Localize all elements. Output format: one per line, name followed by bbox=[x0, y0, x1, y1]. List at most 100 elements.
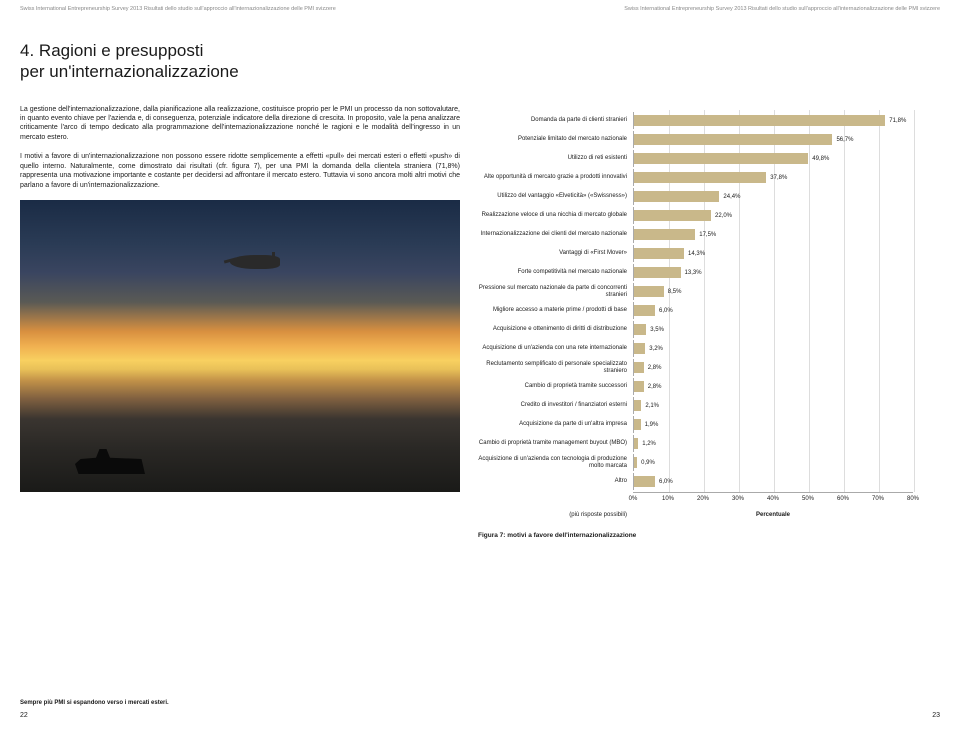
section-title-l2: per un'internazionalizzazione bbox=[20, 62, 239, 81]
chart-row: Utilizzo del vantaggio «Elveticità» («Sw… bbox=[478, 188, 938, 205]
ship-silhouette bbox=[75, 449, 145, 474]
chart-row: Acquisizione e ottenimento di diritti di… bbox=[478, 321, 938, 338]
chart-barzone: 24,4% bbox=[633, 188, 913, 205]
chart-barzone: 17,5% bbox=[633, 226, 913, 243]
chart-barzone: 3,2% bbox=[633, 340, 913, 357]
page-right: 23 bbox=[932, 712, 940, 719]
chart-row: Internazionalizzazione dei clienti del m… bbox=[478, 226, 938, 243]
chart-row: Domanda da parte di clienti stranieri 71,… bbox=[478, 112, 938, 129]
chart-bar-label: Utilizzo del vantaggio «Elveticità» («Sw… bbox=[478, 193, 633, 200]
section-number: 4. bbox=[20, 41, 34, 60]
chart-row: Altro6,0% bbox=[478, 473, 938, 490]
chart-barzone: 22,0% bbox=[633, 207, 913, 224]
chart-row: Reclutamento semplificato di personale s… bbox=[478, 359, 938, 376]
chart-barzone: 13,3% bbox=[633, 264, 913, 281]
chart-bar-value: 49,8% bbox=[808, 156, 829, 162]
bar-chart: Domanda da parte di clienti stranieri 71,… bbox=[478, 112, 938, 490]
chart-bar-label: Cambio di proprietà tramite management b… bbox=[478, 440, 633, 447]
chart-barzone: 37,8% bbox=[633, 169, 913, 186]
left-column: 4. Ragioni e presupposti per un'internaz… bbox=[20, 12, 460, 539]
running-header: Swiss International Entrepreneurship Sur… bbox=[0, 0, 960, 12]
chart-row: Pressione sul mercato nazionale da parte… bbox=[478, 283, 938, 300]
chart-note: (più risposte possibili) bbox=[478, 512, 633, 518]
chart-bar: 1,9% bbox=[634, 419, 641, 430]
chart-row: Vantaggi di «First Mover»14,3% bbox=[478, 245, 938, 262]
chart-bar-label: Reclutamento semplificato di personale s… bbox=[478, 361, 633, 374]
chart-row: Acquisizione da parte di un'altra impres… bbox=[478, 416, 938, 433]
chart-tick: 70% bbox=[872, 496, 884, 502]
chart-bar-label: Acquisizione e ottenimento di diritti di… bbox=[478, 326, 633, 333]
paragraph-2: I motivi a favore di un'internazionalizz… bbox=[20, 152, 460, 190]
chart-barzone: 2,8% bbox=[633, 378, 913, 395]
chart-tick: 60% bbox=[837, 496, 849, 502]
chart-bar-label: Domanda da parte di clienti stranieri bbox=[478, 117, 633, 124]
chart-row: Forte competitività nel mercato nazional… bbox=[478, 264, 938, 281]
chart-bar: 6,0% bbox=[634, 305, 655, 316]
chart-bar-label: Migliore accesso a materie prime / prodo… bbox=[478, 307, 633, 314]
chart-bar-label: Acquisizione di un'azienda con una rete … bbox=[478, 345, 633, 352]
chart-barzone: 6,0% bbox=[633, 302, 913, 319]
chart-x-axis: 0%10%20%30%40%50%60%70%80% bbox=[633, 492, 913, 510]
chart-bar: 2,8% bbox=[634, 381, 644, 392]
right-column: Domanda da parte di clienti stranieri 71,… bbox=[478, 12, 938, 539]
chart-barzone: 71,8% bbox=[633, 112, 913, 129]
chart-tick: 50% bbox=[802, 496, 814, 502]
chart-bar-label: Pressione sul mercato nazionale da parte… bbox=[478, 285, 633, 298]
chart-tick: 30% bbox=[732, 496, 744, 502]
section-title-l1: Ragioni e presupposti bbox=[39, 41, 203, 60]
chart-bar: 2,1% bbox=[634, 400, 641, 411]
chart-bar-value: 1,9% bbox=[641, 422, 659, 428]
chart-bar-value: 2,1% bbox=[641, 403, 659, 409]
chart-bar-label: Vantaggi di «First Mover» bbox=[478, 250, 633, 257]
chart-barzone: 2,1% bbox=[633, 397, 913, 414]
chart-barzone: 14,3% bbox=[633, 245, 913, 262]
chart-tick: 80% bbox=[907, 496, 919, 502]
chart-bar: 3,5% bbox=[634, 324, 646, 335]
chart-bar: 37,8% bbox=[634, 172, 766, 183]
chart-bar-value: 8,5% bbox=[664, 289, 682, 295]
chart-barzone: 56,7% bbox=[633, 131, 913, 148]
chart-bar-value: 37,8% bbox=[766, 175, 787, 181]
chart-barzone: 1,9% bbox=[633, 416, 913, 433]
chart-bar-value: 56,7% bbox=[832, 137, 853, 143]
chart-row: Cambio di proprietà tramite management b… bbox=[478, 435, 938, 452]
chart-bar-value: 24,4% bbox=[719, 194, 740, 200]
chart-row: Acquisizione di un'azienda con tecnologi… bbox=[478, 454, 938, 471]
chart-bar: 0,9% bbox=[634, 457, 637, 468]
chart-tick: 10% bbox=[662, 496, 674, 502]
page-footer: Sempre più PMI si espandono verso i merc… bbox=[20, 700, 940, 719]
chart-row: Acquisizione di un'azienda con una rete … bbox=[478, 340, 938, 357]
chart-bar-label: Internazionalizzazione dei clienti del m… bbox=[478, 231, 633, 238]
chart-bar-value: 3,5% bbox=[646, 327, 664, 333]
chart-bar: 8,5% bbox=[634, 286, 664, 297]
chart-barzone: 3,5% bbox=[633, 321, 913, 338]
footer-caption: Sempre più PMI si espandono verso i merc… bbox=[20, 700, 940, 706]
chart-bar: 24,4% bbox=[634, 191, 719, 202]
main-content: 4. Ragioni e presupposti per un'internaz… bbox=[0, 12, 960, 539]
chart-bar-label: Forte competitività nel mercato nazional… bbox=[478, 269, 633, 276]
chart-bar-value: 13,3% bbox=[681, 270, 702, 276]
chart-bar-value: 17,5% bbox=[695, 232, 716, 238]
chart-barzone: 2,8% bbox=[633, 359, 913, 376]
chart-row: Credito di investitori / finanziatori es… bbox=[478, 397, 938, 414]
chart-bar: 3,2% bbox=[634, 343, 645, 354]
chart-bar-value: 71,8% bbox=[885, 118, 906, 124]
chart-xlabel: Percentuale bbox=[633, 512, 913, 518]
chart-bar-label: Acquisizione da parte di un'altra impres… bbox=[478, 421, 633, 428]
section-title: 4. Ragioni e presupposti per un'internaz… bbox=[20, 40, 460, 83]
chart-bar-label: Realizzazione veloce di una nicchia di m… bbox=[478, 212, 633, 219]
chart-bar-value: 0,9% bbox=[637, 460, 655, 466]
chart-row: Potenziale limitato del mercato nazional… bbox=[478, 131, 938, 148]
chart-tick: 40% bbox=[767, 496, 779, 502]
chart-bar-value: 6,0% bbox=[655, 308, 673, 314]
chart-caption: Figura 7: motivi a favore dell'internazi… bbox=[478, 532, 938, 539]
chart-barzone: 8,5% bbox=[633, 283, 913, 300]
chart-row: Alte opportunità di mercato grazie a pro… bbox=[478, 169, 938, 186]
chart-bar-value: 6,0% bbox=[655, 479, 673, 485]
chart-row: Migliore accesso a materie prime / prodo… bbox=[478, 302, 938, 319]
chart-bar: 17,5% bbox=[634, 229, 695, 240]
chart-bar-label: Alte opportunità di mercato grazie a pro… bbox=[478, 174, 633, 181]
chart-bar: 6,0% bbox=[634, 476, 655, 487]
chart-bar-value: 1,2% bbox=[638, 441, 656, 447]
page-numbers: 22 23 bbox=[20, 712, 940, 719]
